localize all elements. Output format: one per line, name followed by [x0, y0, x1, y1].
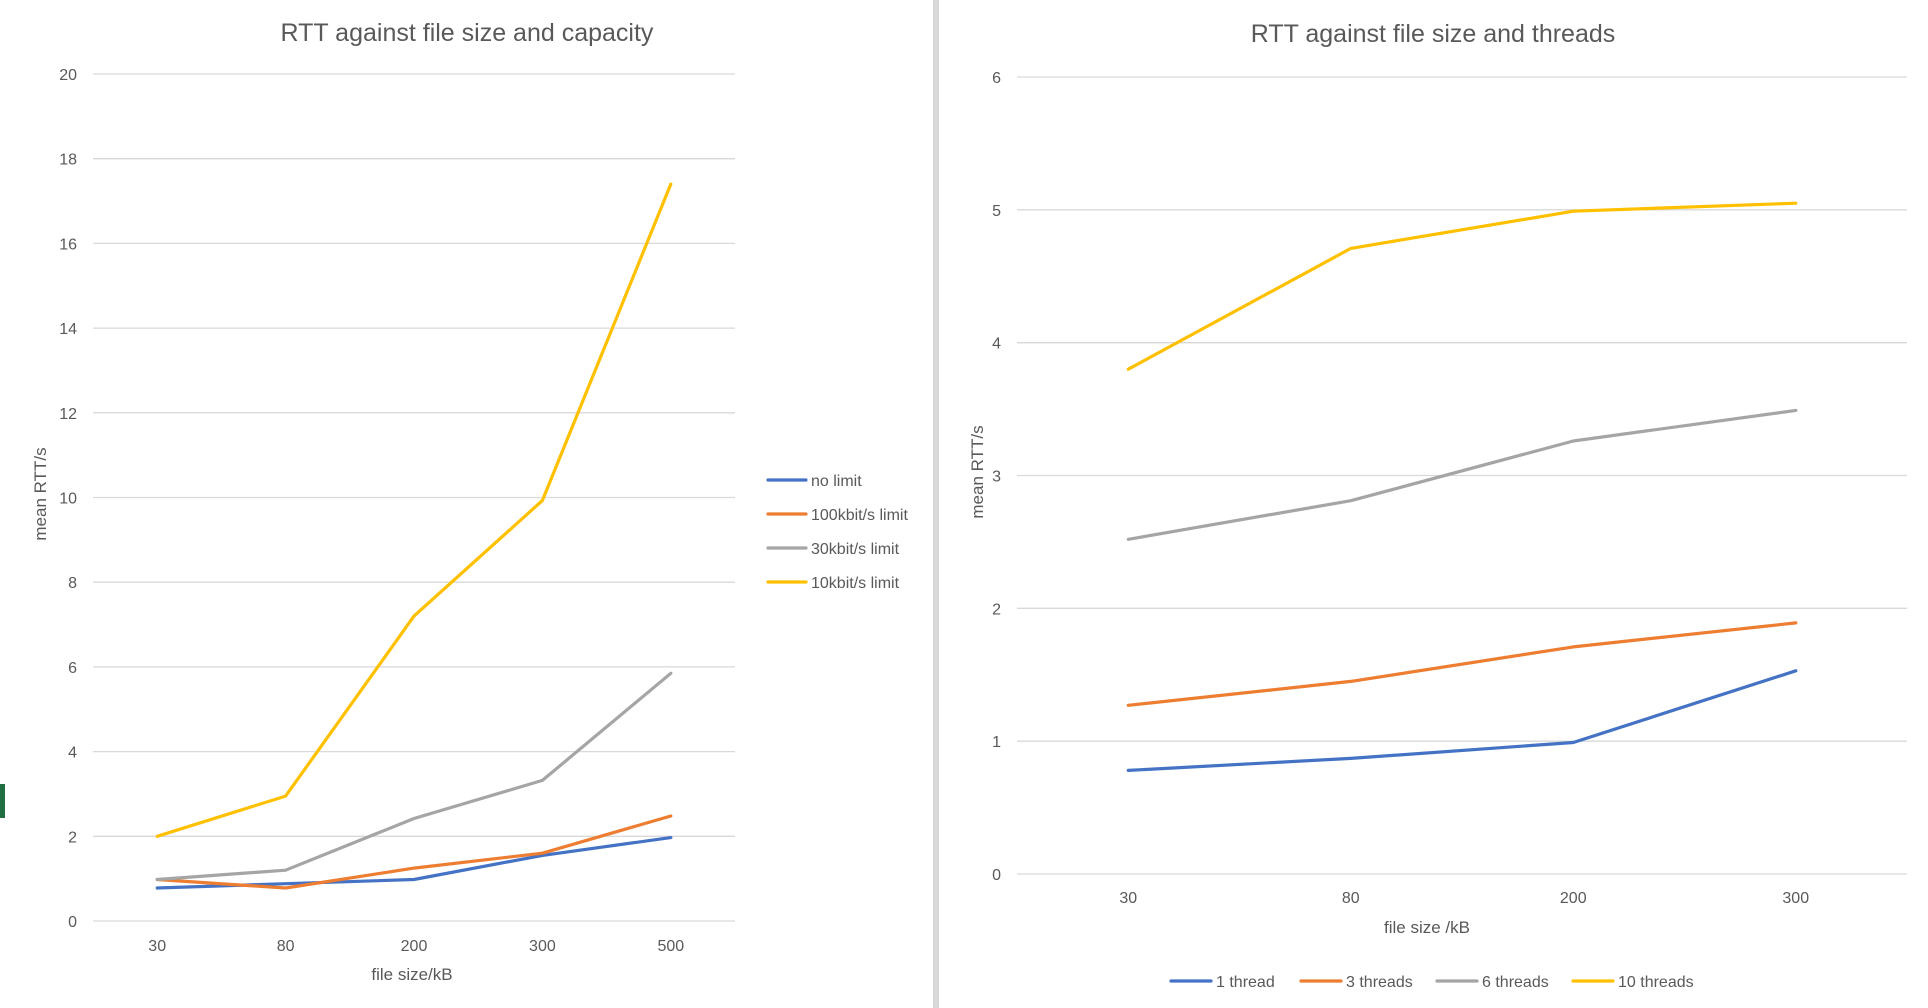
series-line-2	[1126, 408, 1798, 541]
y-tick-label: 12	[59, 406, 77, 423]
series-line-2	[155, 671, 673, 882]
gridlines	[93, 73, 735, 922]
y-tick-label: 2	[992, 601, 1001, 618]
selection-marker	[0, 784, 5, 818]
x-tick-label: 80	[1342, 890, 1360, 907]
legend-label: 10 threads	[1618, 974, 1694, 991]
x-tick-label: 30	[148, 938, 166, 955]
y-tick-label: 10	[59, 491, 77, 508]
series-line-0	[155, 835, 673, 890]
y-tick-label: 5	[992, 203, 1001, 220]
y-tick-label: 4	[68, 745, 77, 762]
legend-label: no limit	[811, 473, 862, 490]
chart-threads: RTT against file size and threads mean R…	[968, 20, 1907, 991]
x-tick-label: 300	[1782, 890, 1809, 907]
y-tick-label: 2	[68, 829, 77, 846]
y-tick-label: 14	[59, 321, 77, 338]
chart-title: RTT against file size and threads	[1251, 20, 1616, 48]
y-tick-label: 6	[992, 70, 1001, 87]
y-axis-label: mean RTT/s	[31, 447, 50, 540]
y-tick-label: 16	[59, 236, 77, 253]
legend-label: 100kbit/s limit	[811, 507, 908, 524]
y-axis-label: mean RTT/s	[968, 425, 987, 518]
legend-label: 3 threads	[1346, 974, 1413, 991]
series-line-0	[1126, 669, 1798, 773]
x-tick-label: 30	[1119, 890, 1137, 907]
y-tick-label: 6	[68, 660, 77, 677]
x-tick-label: 300	[529, 938, 556, 955]
y-tick-label: 0	[992, 867, 1001, 884]
chart-panel-capacity[interactable]: RTT against file size and capacity mean …	[0, 0, 934, 1008]
y-tick-label: 3	[992, 469, 1001, 486]
y-tick-label: 8	[68, 575, 77, 592]
legend-label: 1 thread	[1216, 974, 1275, 991]
legend-label: 30kbit/s limit	[811, 541, 900, 558]
series-line-3	[1126, 201, 1798, 371]
x-tick-label: 500	[657, 938, 684, 955]
series-line-3	[155, 182, 673, 838]
y-tick-label: 1	[992, 734, 1001, 751]
chart-panel-threads[interactable]: RTT against file size and threads mean R…	[938, 0, 1928, 1008]
y-tick-label: 4	[992, 336, 1001, 353]
x-tick-label: 200	[401, 938, 428, 955]
x-axis-label: file size/kB	[371, 965, 452, 984]
chart-capacity: RTT against file size and capacity mean …	[31, 19, 908, 984]
chart-title: RTT against file size and capacity	[281, 19, 654, 47]
legend-label: 10kbit/s limit	[811, 575, 900, 592]
series-line-1	[1126, 621, 1798, 707]
legend-label: 6 threads	[1482, 974, 1549, 991]
x-tick-label: 200	[1560, 890, 1587, 907]
x-axis-label: file size /kB	[1384, 918, 1470, 937]
y-tick-label: 0	[68, 914, 77, 931]
series-line-1	[155, 814, 673, 890]
x-tick-label: 80	[277, 938, 295, 955]
gridlines	[1017, 76, 1907, 875]
y-tick-label: 20	[59, 67, 77, 84]
y-tick-label: 18	[59, 152, 77, 169]
